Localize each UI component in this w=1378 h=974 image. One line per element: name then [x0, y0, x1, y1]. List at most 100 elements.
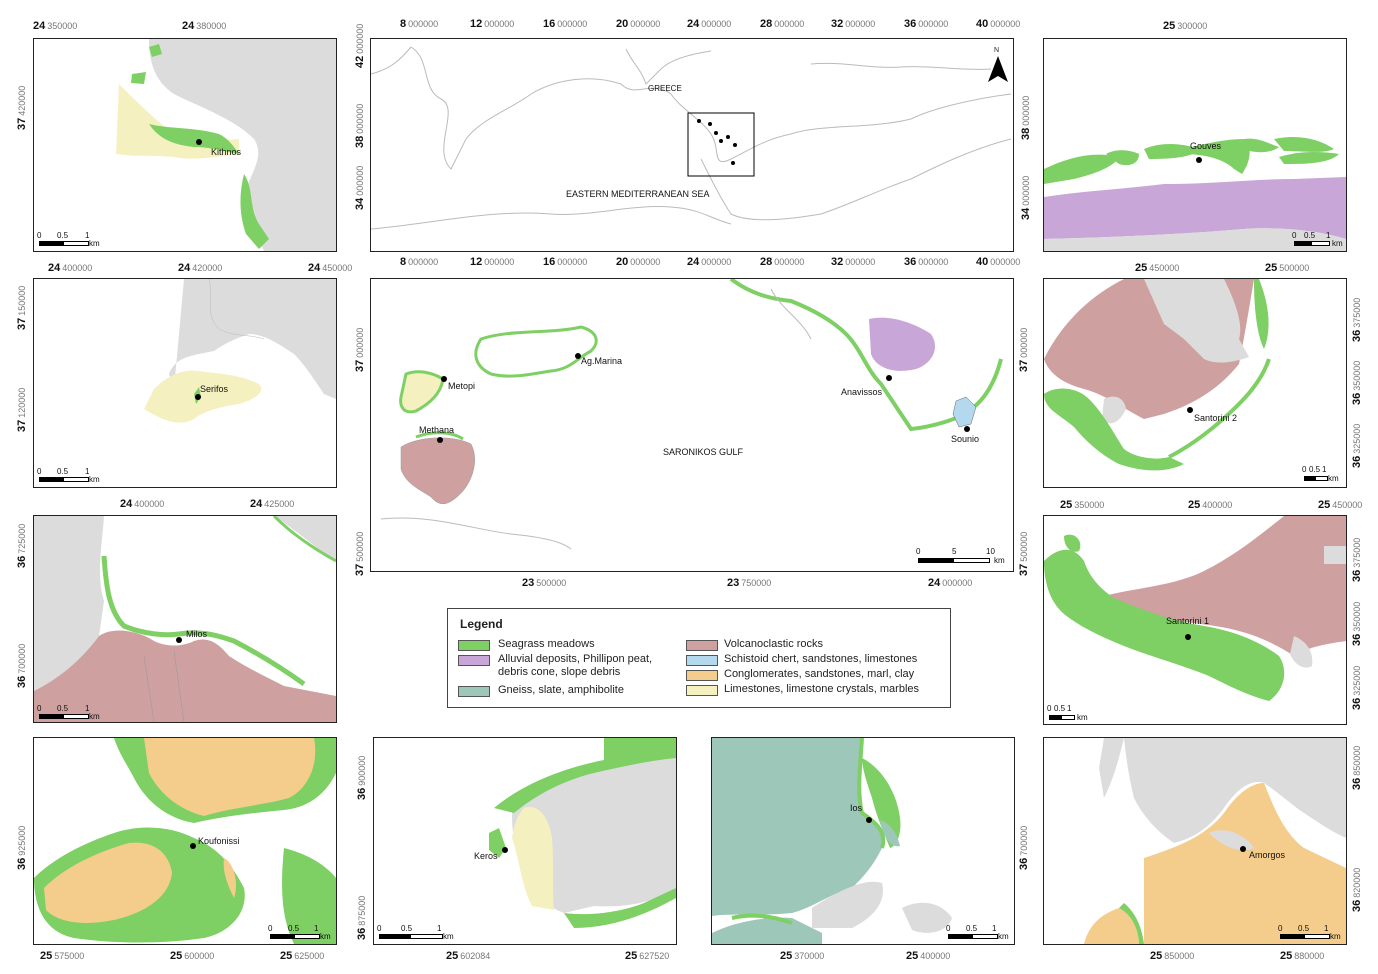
metopi-marker	[441, 376, 447, 382]
ios-bottom-tick: 25 370000	[780, 950, 825, 962]
legend-swatch	[686, 685, 718, 696]
anavissos-marker	[886, 375, 892, 381]
saronikos-left-tick: 37000000	[354, 327, 366, 372]
legend-label: Schistoid chert, sandstones, limestones	[724, 653, 918, 665]
serifos-top-tick: 24 450000	[308, 262, 353, 274]
kithnos-scale-bar: 0 0.5 1 km	[37, 231, 107, 249]
amorgos-bottom-tick: 25 850000	[1150, 950, 1195, 962]
saronikos-map[interactable]: SARONIKOS GULF Ag.Marina Metopi Methana …	[370, 278, 1014, 572]
santorini1-right-tick: 36375000	[1351, 537, 1363, 582]
milos-map[interactable]: Milos 0 0.5 1 km	[33, 515, 337, 723]
overview-top-tick: 32 000000	[831, 18, 876, 30]
gouves-map[interactable]: Gouves 0 0.5 1 km	[1043, 38, 1347, 252]
scale-unit: km	[998, 932, 1009, 941]
amorgos-bottom-tick: 25 880000	[1280, 950, 1325, 962]
sounio-marker	[964, 426, 970, 432]
milos-scale-bar: 0 0.5 1 km	[37, 704, 107, 722]
scale-label: 5	[952, 547, 957, 556]
scale-label: 0	[1047, 704, 1052, 713]
keros-label: Keros	[474, 851, 498, 861]
gouves-marker	[1196, 157, 1202, 163]
overview-site-marker	[714, 131, 718, 135]
kithnos-marker	[196, 139, 202, 145]
legend-swatch	[458, 640, 490, 651]
gouves-top-tick: 25 300000	[1163, 20, 1208, 32]
legend-swatch	[686, 640, 718, 651]
gouves-left-tick: 34000000	[1020, 175, 1032, 220]
scale-unit: km	[1332, 239, 1343, 248]
serifos-map[interactable]: Serifos 0 0.5 1 km	[33, 278, 337, 488]
overview-map[interactable]: GREECE EASTERN MEDITERRANEAN SEA N	[370, 38, 1014, 252]
saronikos-bottom-tick: 24 000000	[928, 577, 973, 589]
north-arrow: N	[988, 47, 1008, 85]
overview-top-tick: 24 000000	[687, 18, 732, 30]
serifos-left-tick: 37150000	[16, 285, 28, 330]
overview-site-marker	[697, 119, 701, 123]
anavissos-label: Anavissos	[841, 387, 883, 397]
overview-bottom-tick: 24 000000	[687, 256, 732, 268]
kithnos-label: Kithnos	[211, 147, 242, 157]
methana-marker	[437, 437, 443, 443]
milos-top-tick: 24 400000	[120, 498, 165, 510]
keros-marker	[502, 847, 508, 853]
scale-unit: km	[89, 712, 100, 721]
keros-left-tick: 36875000	[356, 895, 368, 940]
santorini2-marker	[1187, 407, 1193, 413]
keros-bottom-tick: 25 602084	[446, 950, 491, 962]
santorini2-right-tick: 36350000	[1351, 360, 1363, 405]
scale-label: 0	[377, 924, 382, 933]
saronikos-left-tick: 37500000	[354, 531, 366, 576]
overview-site-marker	[726, 135, 730, 139]
keros-map[interactable]: Keros 0 0.5 1 km	[373, 737, 677, 945]
santorini1-marker	[1185, 634, 1191, 640]
ios-label: Ios	[850, 803, 863, 813]
scale-label: 0	[37, 231, 42, 240]
milos-top-tick: 24 425000	[250, 498, 295, 510]
ios-map[interactable]: Ios 0 0.5 1 km	[711, 737, 1015, 945]
keros-left-tick: 36900000	[356, 755, 368, 800]
overview-top-tick: 40 000000	[976, 18, 1021, 30]
scale-label: 1	[1326, 231, 1331, 240]
overview-top-tick: 16 000000	[543, 18, 588, 30]
overview-bottom-tick: 16 000000	[543, 256, 588, 268]
overview-bottom-tick: 40 000000	[976, 256, 1021, 268]
scale-label: 0.5	[288, 924, 300, 933]
gouves-label: Gouves	[1190, 141, 1222, 151]
santorini2-map[interactable]: Santorini 2 0 0.5 1 km	[1043, 278, 1347, 488]
legend-swatch	[458, 686, 490, 697]
koufonissi-bottom-tick: 25 575000	[40, 950, 85, 962]
gouves-left-tick: 38000000	[1020, 95, 1032, 140]
overview-top-tick: 28 000000	[760, 18, 805, 30]
overview-top-tick: 8 000000	[400, 18, 439, 30]
kithnos-top-tick: 24 350000	[33, 20, 78, 32]
scale-unit: km	[443, 932, 454, 941]
kithnos-map[interactable]: Kithnos 0 0.5 1 km	[33, 38, 337, 252]
legend-title: Legend	[460, 617, 503, 631]
amorgos-map[interactable]: Amorgos 0 0.5 1 km	[1043, 737, 1347, 945]
overview-bottom-tick: 28 000000	[760, 256, 805, 268]
kithnos-top-tick: 24 380000	[182, 20, 227, 32]
scale-label: 1	[992, 924, 997, 933]
saronikos-bottom-tick: 23 500000	[522, 577, 567, 589]
santorini2-top-tick: 25 450000	[1135, 262, 1180, 274]
santorini1-label: Santorini 1	[1166, 616, 1210, 626]
koufonissi-marker	[190, 843, 196, 849]
serifos-top-tick: 24 420000	[178, 262, 223, 274]
santorini2-right-tick: 36325000	[1351, 423, 1363, 468]
overview-bottom-tick: 12 000000	[470, 256, 515, 268]
koufonissi-map[interactable]: Koufonissi 0 0.5 1 km	[33, 737, 337, 945]
scale-label: 0.5	[57, 231, 69, 240]
ios-bottom-tick: 25 400000	[906, 950, 951, 962]
legend-label: Conglomerates, sandstones, marl, clay	[724, 668, 915, 680]
scale-unit: km	[994, 556, 1005, 565]
ios-right-tick: 36700000	[1018, 825, 1030, 870]
scale-label: 0	[37, 704, 42, 713]
milos-left-tick: 36700000	[16, 643, 28, 688]
overview-site-marker	[719, 139, 723, 143]
overview-top-tick: 12 000000	[470, 18, 515, 30]
amorgos-right-tick: 36820000	[1351, 867, 1363, 912]
overview-top-tick: 20 000000	[616, 18, 661, 30]
scale-label: 0	[1302, 465, 1307, 474]
overview-left-tick: 38000000	[354, 103, 366, 148]
santorini1-map[interactable]: Santorini 1 0 0.5 1 km	[1043, 515, 1347, 725]
